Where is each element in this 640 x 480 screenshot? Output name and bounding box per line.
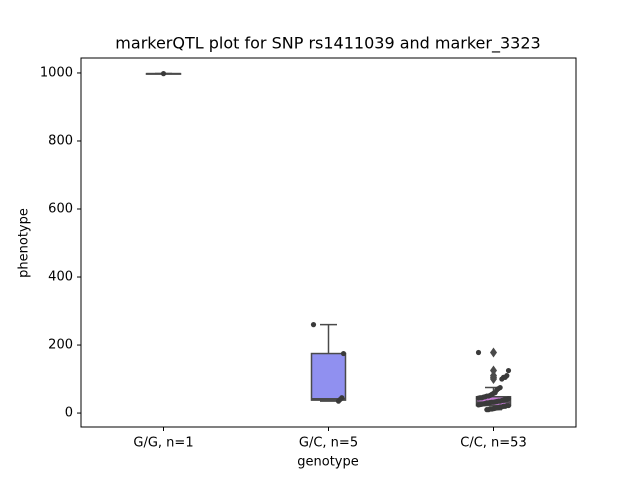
point <box>340 350 347 357</box>
x-tick-label: C/C, n=53 <box>460 436 526 451</box>
point <box>505 367 512 374</box>
outlier <box>490 365 497 376</box>
y-axis-label: phenotype <box>17 208 32 278</box>
x-axis-label: genotype <box>297 455 358 470</box>
y-tick-label: 600 <box>48 202 73 217</box>
point <box>310 322 317 328</box>
chart-title: markerQTL plot for SNP rs1411039 and mar… <box>115 34 540 54</box>
point <box>475 349 482 356</box>
point <box>484 407 490 413</box>
point <box>475 402 482 408</box>
y-tick-label: 400 <box>48 270 73 285</box>
y-tick-label: 800 <box>48 133 73 148</box>
point <box>499 376 505 382</box>
x-tick-label: G/G, n=1 <box>133 436 193 451</box>
point <box>160 71 167 77</box>
x-tick-label: G/C, n=5 <box>299 436 358 451</box>
outlier <box>490 370 497 381</box>
outlier <box>490 347 497 358</box>
point <box>335 398 342 404</box>
y-tick-label: 1000 <box>40 65 73 80</box>
y-tick-label: 200 <box>48 338 73 353</box>
box <box>310 352 347 401</box>
point <box>475 395 482 401</box>
y-tick-label: 0 <box>65 406 73 421</box>
